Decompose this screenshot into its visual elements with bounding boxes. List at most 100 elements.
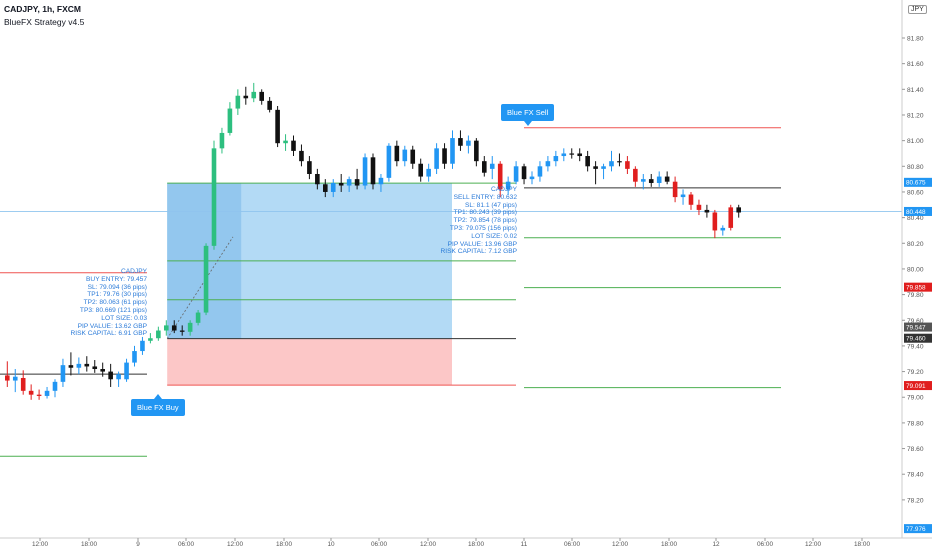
candle <box>434 143 439 174</box>
price-badge: 77.976 <box>904 524 932 534</box>
candle <box>601 163 606 180</box>
candle-body <box>362 157 368 186</box>
candle <box>728 204 734 231</box>
sell-info-line: PIP VALUE: 13.96 GBP <box>447 240 517 248</box>
price-tick-label: 79.80 <box>907 292 924 299</box>
time-tick-label: 12:00 <box>612 541 628 548</box>
candle-body <box>521 166 527 180</box>
candle-body <box>211 148 217 246</box>
candle <box>44 386 50 399</box>
price-badge-bg <box>904 177 932 187</box>
candle-body <box>299 150 304 162</box>
candle-body <box>466 140 471 146</box>
candle <box>179 325 185 336</box>
price-badge: 79.091 <box>904 381 932 391</box>
price-badge-bg <box>904 322 932 332</box>
sell-info-line: TP2: 79.854 (78 pips) <box>453 217 517 225</box>
candle-body <box>52 381 58 391</box>
candle <box>656 171 662 187</box>
time-tick-label: 12:00 <box>805 541 821 548</box>
buy-info-line: BUY ENTRY: 79.457 <box>86 275 147 283</box>
candle-body <box>489 163 495 169</box>
candles <box>5 82 741 400</box>
price-tick-label: 80.80 <box>907 164 924 171</box>
time-tick-label: 18:00 <box>276 541 292 548</box>
candle <box>680 189 686 205</box>
candle-body <box>513 166 519 182</box>
candle <box>132 345 137 367</box>
time-tick-label: 18:00 <box>468 541 484 548</box>
price-tick-label: 78.40 <box>907 472 924 479</box>
time-tick-label: 18:00 <box>81 541 97 548</box>
candle-body <box>553 156 559 162</box>
candle-body <box>164 325 169 331</box>
buy-signal-label[interactable]: Blue FX Buy <box>131 394 185 416</box>
candle <box>394 140 400 167</box>
candle-body <box>648 179 654 183</box>
candle <box>283 134 288 151</box>
candle-body <box>92 366 98 370</box>
buy-info-line: PIP VALUE: 13.62 GBP <box>77 322 147 330</box>
sell-info-line: SL: 81.1 (47 pips) <box>464 201 517 209</box>
candle-body <box>179 330 185 332</box>
candle-body <box>434 148 439 169</box>
candle <box>211 140 217 250</box>
candle-body <box>100 369 105 372</box>
price-badge: 79.858 <box>904 282 932 292</box>
candle <box>513 161 519 185</box>
buy-trade-info: CADJPY BUY ENTRY: 79.457 SL: 79.094 (36 … <box>40 268 147 338</box>
candle <box>100 362 105 377</box>
candle <box>664 171 670 185</box>
candle-body <box>672 181 678 198</box>
candle-body <box>76 363 82 368</box>
candle <box>696 199 702 216</box>
candle <box>92 360 98 373</box>
candle <box>537 161 543 182</box>
candle <box>12 369 18 393</box>
candle-body <box>124 362 129 380</box>
candle <box>219 127 225 154</box>
price-badge: 80.448 <box>904 206 932 216</box>
sell-signal-label[interactable]: Blue FX Sell <box>501 104 555 126</box>
candle-body <box>474 140 479 162</box>
time-tick-label: 12 <box>712 541 720 548</box>
candle-body <box>156 330 161 339</box>
candle-body <box>410 149 416 164</box>
candle <box>323 179 328 198</box>
candle <box>346 176 352 192</box>
candle-body <box>251 91 257 99</box>
candle <box>720 225 726 236</box>
candle <box>195 309 201 326</box>
candle-body <box>243 95 249 99</box>
candle <box>378 173 384 192</box>
candle-body <box>569 153 575 155</box>
price-badge-bg <box>904 524 932 534</box>
candle <box>315 168 320 190</box>
candle-body <box>680 194 686 198</box>
price-tick-label: 80.40 <box>907 215 924 222</box>
candle <box>625 156 630 174</box>
candle-body <box>736 207 741 213</box>
trade-level-lines <box>0 127 902 457</box>
candle <box>648 173 654 187</box>
price-badge-label: 80.448 <box>906 209 926 216</box>
candle <box>275 105 280 148</box>
sell-info-line: SELL ENTRY: 80.632 <box>453 193 517 201</box>
candle <box>402 145 408 167</box>
candle-body <box>728 207 734 228</box>
candle <box>482 156 487 177</box>
price-badge-label: 79.547 <box>906 324 926 331</box>
currency-badge[interactable]: JPY <box>908 5 927 14</box>
price-tick-label: 80.20 <box>907 241 924 248</box>
candle <box>108 363 113 387</box>
candle <box>299 144 304 167</box>
candle <box>466 135 471 154</box>
candle-body <box>5 375 10 381</box>
sell-trade-info: CADJPY SELL ENTRY: 80.632 SL: 81.1 (47 p… <box>408 186 517 256</box>
buy-info-line: SL: 79.094 (36 pips) <box>87 283 147 291</box>
candle-body <box>315 173 320 185</box>
chart-title: CADJPY, 1h, FXCM <box>4 4 81 14</box>
price-tick-label: 79.60 <box>907 318 924 325</box>
candle-body <box>140 340 145 352</box>
